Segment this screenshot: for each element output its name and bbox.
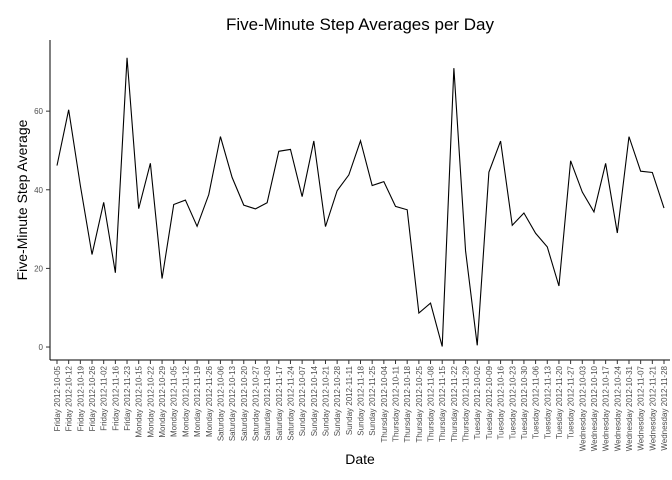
x-tick-label: Sunday 2012-11-25 [368,365,377,435]
x-tick-label: Thursday 2012-11-08 [427,365,436,441]
x-tick-label: Wednesday 2012-11-07 [637,365,646,450]
x-tick-label: Tuesday 2012-10-02 [473,365,482,439]
x-tick-label: Monday 2012-11-26 [205,365,214,437]
y-tick-label: 0 [39,343,44,352]
x-tick-label: Wednesday 2012-10-24 [613,365,622,451]
x-axis-title: Date [345,451,375,467]
x-tick-label: Friday 2012-10-12 [65,365,74,431]
x-tick-label: Wednesday 2012-11-21 [648,365,657,450]
x-tick-label: Thursday 2012-11-22 [450,365,459,441]
x-tick-label: Friday 2012-10-19 [76,365,85,431]
y-tick-label: 20 [34,264,43,273]
x-tick-label: Sunday 2012-11-18 [357,365,366,435]
x-tick-label: Wednesday 2012-10-03 [578,365,587,451]
x-tick-label: Sunday 2012-11-11 [345,365,354,435]
x-tick-label: Saturday 2012-10-20 [240,365,249,441]
x-tick-label: Tuesday 2012-11-13 [543,365,552,438]
x-tick-label: Monday 2012-10-29 [158,365,167,437]
x-tick-label: Friday 2012-11-16 [111,365,120,430]
x-tick-label: Friday 2012-10-05 [53,365,62,431]
x-tick-label: Tuesday 2012-10-09 [485,365,494,439]
x-tick-label: Monday 2012-10-22 [146,365,155,437]
x-tick-label: Tuesday 2012-10-23 [508,365,517,439]
x-tick-label: Wednesday 2012-11-28 [660,365,669,450]
x-tick-label: Wednesday 2012-10-10 [590,365,599,451]
line [56,57,665,347]
x-tick-label: Monday 2012-10-15 [135,365,144,437]
x-tick-label: Saturday 2012-10-27 [251,365,260,441]
x-tick-label: Monday 2012-11-05 [170,365,179,437]
x-tick-label: Tuesday 2012-10-16 [497,365,506,439]
x-tick-label: Sunday 2012-10-21 [321,365,330,436]
x-tick-label: Friday 2012-10-26 [88,365,97,431]
x-tick-label: Saturday 2012-11-17 [275,365,284,440]
x-tick-label: Sunday 2012-10-14 [310,365,319,436]
x-tick-label: Tuesday 2012-11-06 [532,365,541,438]
x-tick-label: Thursday 2012-10-18 [403,365,412,442]
x-tick-label: Saturday 2012-11-24 [286,365,295,440]
y-axis-title: Five-Minute Step Average [14,119,30,280]
x-tick-label: Saturday 2012-10-13 [228,365,237,441]
x-tick-label: Monday 2012-11-12 [181,365,190,437]
x-tick-label: Wednesday 2012-10-17 [602,365,611,451]
x-tick-label: Tuesday 2012-10-30 [520,365,529,439]
y-tick-label: 60 [34,107,43,116]
x-tick-label: Sunday 2012-10-28 [333,365,342,436]
y-tick-label: 40 [34,186,43,195]
x-tick-label: Friday 2012-11-23 [123,365,132,430]
x-tick-label: Sunday 2012-10-07 [298,365,307,436]
x-tick-label: Saturday 2012-10-06 [216,365,225,441]
x-tick-label: Thursday 2012-11-15 [438,365,447,441]
x-tick-label: Tuesday 2012-11-20 [555,365,564,438]
x-tick-label: Wednesday 2012-10-31 [625,365,634,451]
x-tick-label: Friday 2012-11-02 [100,365,109,430]
x-tick-label: Tuesday 2012-11-27 [567,365,576,438]
chart-title: Five-Minute Step Averages per Day [226,15,495,34]
x-tick-label: Monday 2012-11-19 [193,365,202,437]
x-tick-label: Thursday 2012-10-04 [380,365,389,442]
x-tick-label: Saturday 2012-11-03 [263,365,272,440]
x-tick-label: Thursday 2012-11-29 [462,365,471,441]
x-tick-label: Thursday 2012-10-11 [392,365,401,441]
x-tick-label: Thursday 2012-10-25 [415,365,424,442]
